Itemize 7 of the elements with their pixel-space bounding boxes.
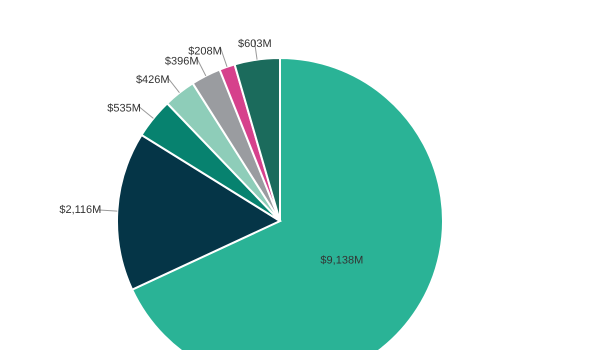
data-label: $535M bbox=[107, 102, 141, 114]
data-label: $396M bbox=[164, 56, 199, 68]
data-label: $2,116M bbox=[59, 204, 102, 216]
data-label: $9,138M bbox=[320, 254, 364, 266]
data-label: $603M bbox=[238, 38, 272, 50]
data-label: $208M bbox=[188, 46, 222, 58]
data-label: $426M bbox=[136, 74, 170, 86]
